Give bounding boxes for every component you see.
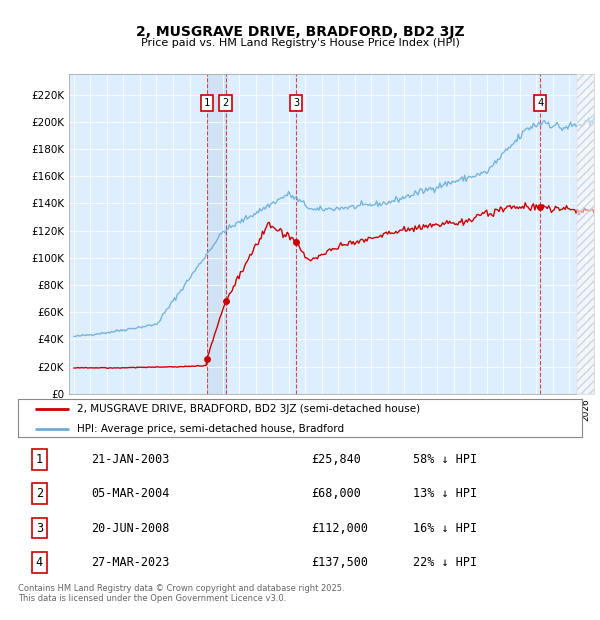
Bar (207, 74, 226, 394)
Text: 4: 4 (537, 98, 544, 108)
Text: 20-JUN-2008: 20-JUN-2008 (91, 521, 170, 534)
Text: 3: 3 (293, 98, 299, 108)
Text: 05-MAR-2004: 05-MAR-2004 (91, 487, 170, 500)
Text: 1: 1 (204, 98, 210, 108)
Text: £25,840: £25,840 (311, 453, 361, 466)
Text: £137,500: £137,500 (311, 556, 368, 569)
Text: 22% ↓ HPI: 22% ↓ HPI (413, 556, 477, 569)
Text: 1: 1 (36, 453, 43, 466)
Text: 2: 2 (223, 98, 229, 108)
Text: 2, MUSGRAVE DRIVE, BRADFORD, BD2 3JZ (semi-detached house): 2, MUSGRAVE DRIVE, BRADFORD, BD2 3JZ (se… (77, 404, 421, 414)
Text: 58% ↓ HPI: 58% ↓ HPI (413, 453, 477, 466)
Text: 2, MUSGRAVE DRIVE, BRADFORD, BD2 3JZ: 2, MUSGRAVE DRIVE, BRADFORD, BD2 3JZ (136, 25, 464, 39)
Text: 21-JAN-2003: 21-JAN-2003 (91, 453, 170, 466)
Text: £112,000: £112,000 (311, 521, 368, 534)
Text: HPI: Average price, semi-detached house, Bradford: HPI: Average price, semi-detached house,… (77, 423, 344, 433)
Text: 3: 3 (36, 521, 43, 534)
Text: 27-MAR-2023: 27-MAR-2023 (91, 556, 170, 569)
Text: 13% ↓ HPI: 13% ↓ HPI (413, 487, 477, 500)
Text: £68,000: £68,000 (311, 487, 361, 500)
Text: 16% ↓ HPI: 16% ↓ HPI (413, 521, 477, 534)
Text: Price paid vs. HM Land Registry's House Price Index (HPI): Price paid vs. HM Land Registry's House … (140, 38, 460, 48)
Text: 4: 4 (36, 556, 43, 569)
Text: 2: 2 (36, 487, 43, 500)
Text: Contains HM Land Registry data © Crown copyright and database right 2025.
This d: Contains HM Land Registry data © Crown c… (18, 584, 344, 603)
